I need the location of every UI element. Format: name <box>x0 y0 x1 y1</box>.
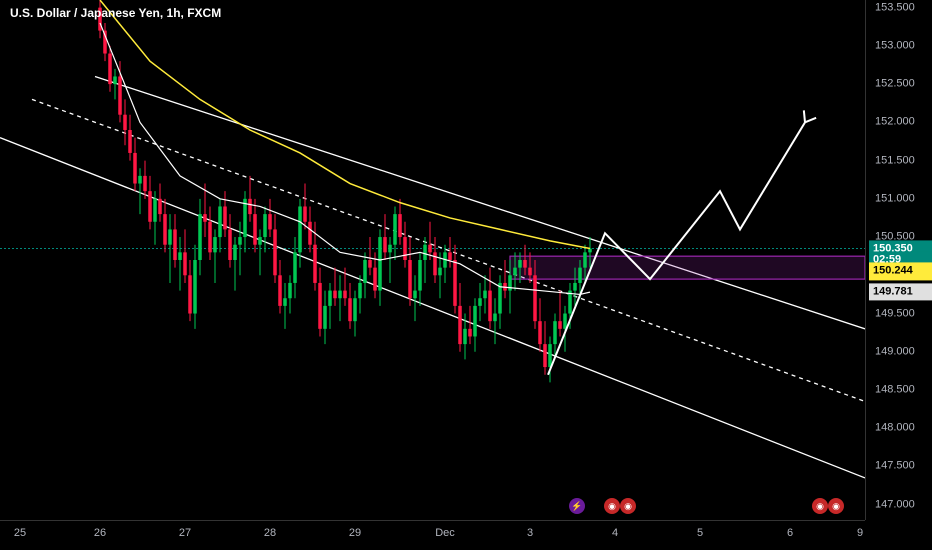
x-axis-label: 5 <box>697 527 703 539</box>
x-axis-label: 26 <box>94 527 106 539</box>
y-axis: 153.500 153.000 152.500 152.000 151.500 151.0… <box>865 0 932 520</box>
chart-title: U.S. Dollar / Japanese Yen, 1h, FXCM <box>10 6 221 20</box>
y-axis-label: 149.500 <box>869 308 932 319</box>
x-axis: 25 26 27 28 29 Dec 3 4 5 6 9 <box>0 520 865 550</box>
price-label: 150.244 <box>869 263 932 280</box>
x-axis-label: 28 <box>264 527 276 539</box>
event-icon[interactable]: ◉ <box>828 498 844 514</box>
x-axis-label: 25 <box>14 527 26 539</box>
y-axis-label: 152.000 <box>869 117 932 128</box>
y-axis-label: 147.500 <box>869 461 932 472</box>
event-icon[interactable]: ⚡ <box>569 498 585 514</box>
y-axis-label: 151.500 <box>869 155 932 166</box>
y-axis-label: 149.000 <box>869 346 932 357</box>
event-icon[interactable]: ◉ <box>812 498 828 514</box>
price-label: 149.781 <box>869 284 932 301</box>
y-axis-label: 147.000 <box>869 499 932 510</box>
x-axis-label: 9 <box>857 527 863 539</box>
y-axis-label: 152.500 <box>869 79 932 90</box>
x-axis-label: 3 <box>527 527 533 539</box>
x-axis-label: 29 <box>349 527 361 539</box>
chart-svg <box>0 0 865 520</box>
chart-plot-area[interactable]: ⚡◉◉◉◉ <box>0 0 865 520</box>
x-axis-label: 27 <box>179 527 191 539</box>
x-axis-label: 6 <box>787 527 793 539</box>
y-axis-label: 148.500 <box>869 385 932 396</box>
event-icon[interactable]: ◉ <box>604 498 620 514</box>
y-axis-label: 153.500 <box>869 2 932 13</box>
event-icon[interactable]: ◉ <box>620 498 636 514</box>
x-axis-label: 4 <box>612 527 618 539</box>
x-axis-label: Dec <box>435 527 455 539</box>
y-axis-label: 151.000 <box>869 193 932 204</box>
y-axis-label: 148.000 <box>869 423 932 434</box>
y-axis-label: 153.000 <box>869 40 932 51</box>
